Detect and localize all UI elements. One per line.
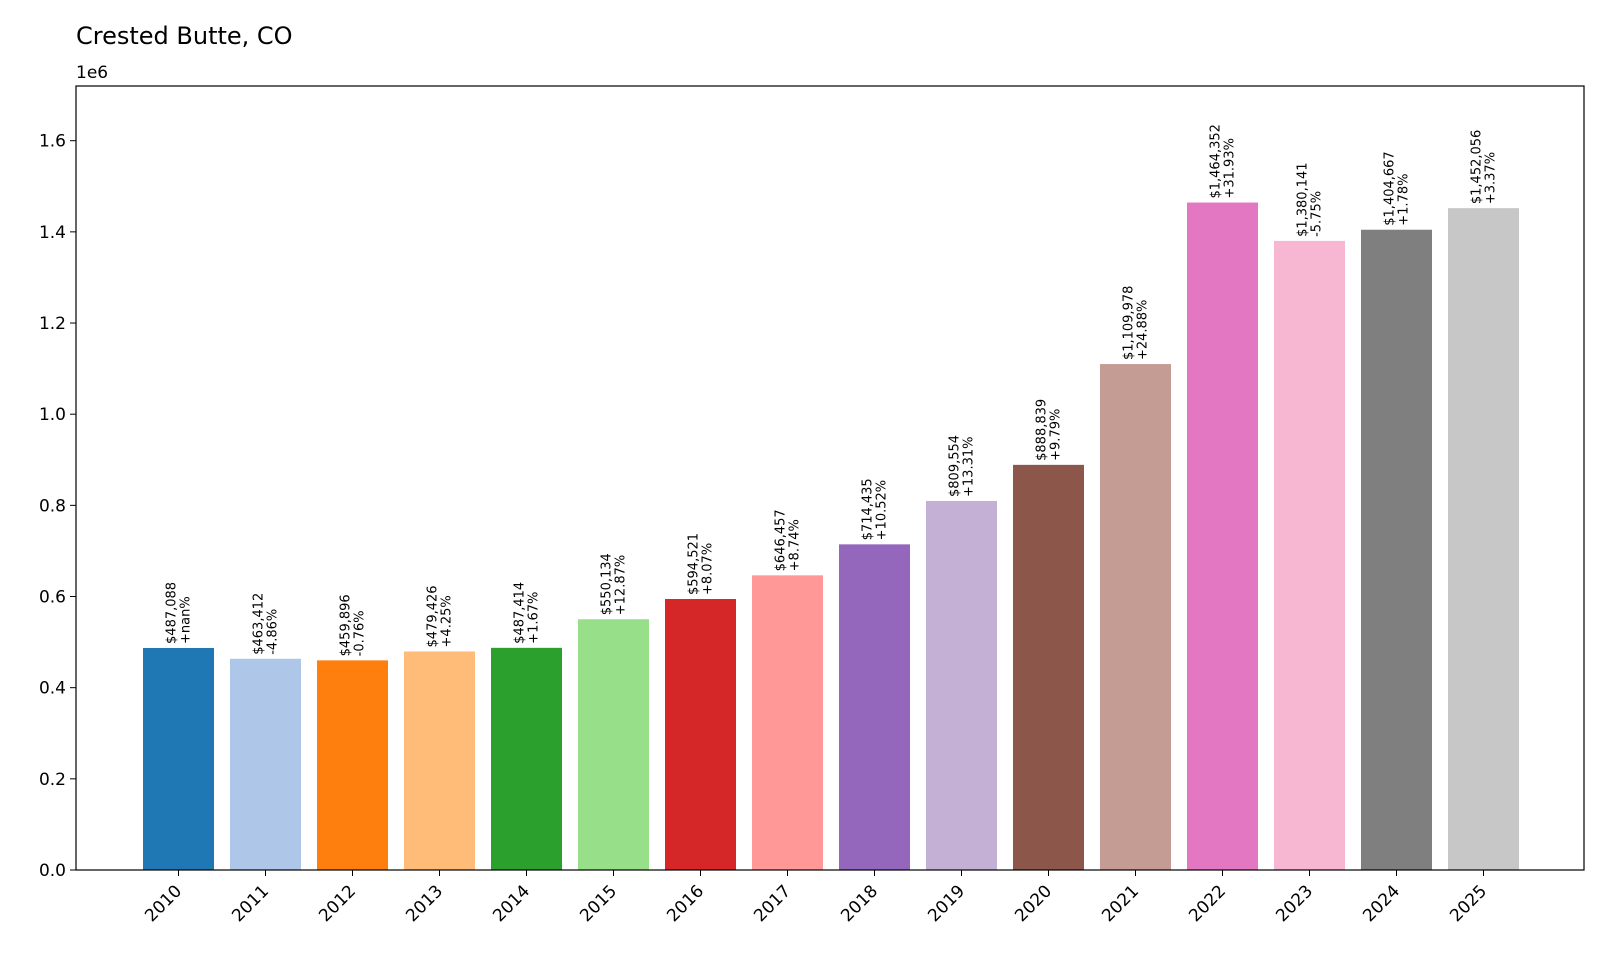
bar-2019 [926,500,997,870]
bar-change-label-2012: -0.76% [353,610,368,656]
y-axis-offset-label: 1e6 [76,63,108,83]
x-tick-label-2020: 2020 [1011,881,1056,926]
y-tick-label-0.6: 0.6 [39,588,66,608]
bar-2013 [404,651,475,870]
x-tick-label-2013: 2013 [402,881,447,926]
bar-change-label-2018: +10.52% [875,480,890,540]
x-tick-label-2014: 2014 [489,881,534,926]
bar-value-label-2022: $1,464,352 [1209,124,1224,198]
bar-value-label-2018: $714,435 [861,478,876,540]
bar-2010 [143,647,214,870]
bar-change-label-2023: -5.75% [1310,191,1325,237]
bar-value-label-2021: $1,109,978 [1122,286,1137,360]
y-tick-label-1.0: 1.0 [39,405,66,425]
x-tick-label-2017: 2017 [750,881,795,926]
bar-change-label-2014: +1.67% [527,592,542,644]
bar-value-label-2010: $487,088 [165,582,180,644]
y-tick-label-0.2: 0.2 [39,770,66,790]
x-tick-label-2011: 2011 [228,881,273,926]
bar-value-label-2020: $888,839 [1035,399,1050,461]
bar-2016 [665,599,736,870]
bar-value-label-2017: $646,457 [774,509,789,571]
bar-2024 [1361,229,1432,871]
bar-change-label-2020: +9.79% [1049,409,1064,461]
chart-title: Crested Butte, CO [76,22,293,50]
bar-2011 [230,658,301,870]
x-tick-label-2012: 2012 [315,881,360,926]
y-tick-label-0.4: 0.4 [39,679,66,699]
bar-value-label-2025: $1,452,056 [1470,130,1485,204]
x-tick-label-2019: 2019 [924,881,969,926]
y-tick-label-0.8: 0.8 [39,496,66,516]
x-axis: 2010 2011 2012 2013 2014 2015 2016 2017 2018 2019… [141,870,1491,926]
bar-change-label-2019: +13.31% [962,437,977,497]
x-tick-label-2018: 2018 [837,881,882,926]
bar-value-label-2011: $463,412 [252,593,267,655]
bar-change-label-2025: +3.37% [1484,152,1499,204]
bar-2020 [1013,464,1084,870]
bar-value-label-2013: $479,426 [426,585,441,647]
bar-2022 [1187,202,1258,870]
y-axis: 0.0 0.2 0.4 0.6 0.8 1.0 1.2 1.4 1.6 [39,132,76,881]
x-tick-label-2015: 2015 [576,881,621,926]
x-tick-label-2024: 2024 [1359,881,1404,926]
bar-change-label-2022: +31.93% [1223,138,1238,198]
bar-2015 [578,619,649,870]
x-tick-label-2023: 2023 [1272,881,1317,926]
x-tick-label-2021: 2021 [1098,881,1143,926]
bar-value-label-2015: $550,134 [600,553,615,615]
bar-change-label-2015: +12.87% [614,555,629,615]
y-tick-label-1.2: 1.2 [39,314,66,334]
bar-labels-group: $487,088 +nan% $463,412 -4.86% $459,896 -0.76… [165,124,1499,656]
bar-change-label-2011: -4.86% [266,609,281,655]
bar-change-label-2021: +24.88% [1136,300,1151,360]
bar-value-label-2023: $1,380,141 [1296,162,1311,236]
bar-2014 [491,647,562,870]
y-tick-label-0.0: 0.0 [39,861,66,881]
bar-value-label-2012: $459,896 [339,594,354,656]
y-tick-label-1.6: 1.6 [39,132,66,152]
bar-change-label-2013: +4.25% [440,595,455,647]
bar-change-label-2010: +nan% [179,596,194,644]
plot-frame [75,85,1585,871]
x-tick-label-2025: 2025 [1446,881,1491,926]
bars-group [143,202,1519,871]
bar-value-label-2024: $1,404,667 [1383,151,1398,225]
bar-2021 [1100,364,1171,870]
bar-value-label-2014: $487,414 [513,582,528,644]
bar-2018 [839,544,910,870]
bar-change-label-2016: +8.07% [701,543,716,595]
x-tick-label-2016: 2016 [663,881,708,926]
bar-change-label-2024: +1.78% [1397,174,1412,226]
bar-2025 [1448,208,1519,870]
x-tick-label-2010: 2010 [141,881,186,926]
bar-2023 [1274,240,1345,870]
bar-value-label-2016: $594,521 [687,533,702,595]
bar-2012 [317,660,388,870]
x-tick-label-2022: 2022 [1185,881,1230,926]
bar-change-label-2017: +8.74% [788,519,803,571]
bar-value-label-2019: $809,554 [948,435,963,497]
bar-2017 [752,575,823,870]
y-tick-label-1.4: 1.4 [39,223,66,243]
